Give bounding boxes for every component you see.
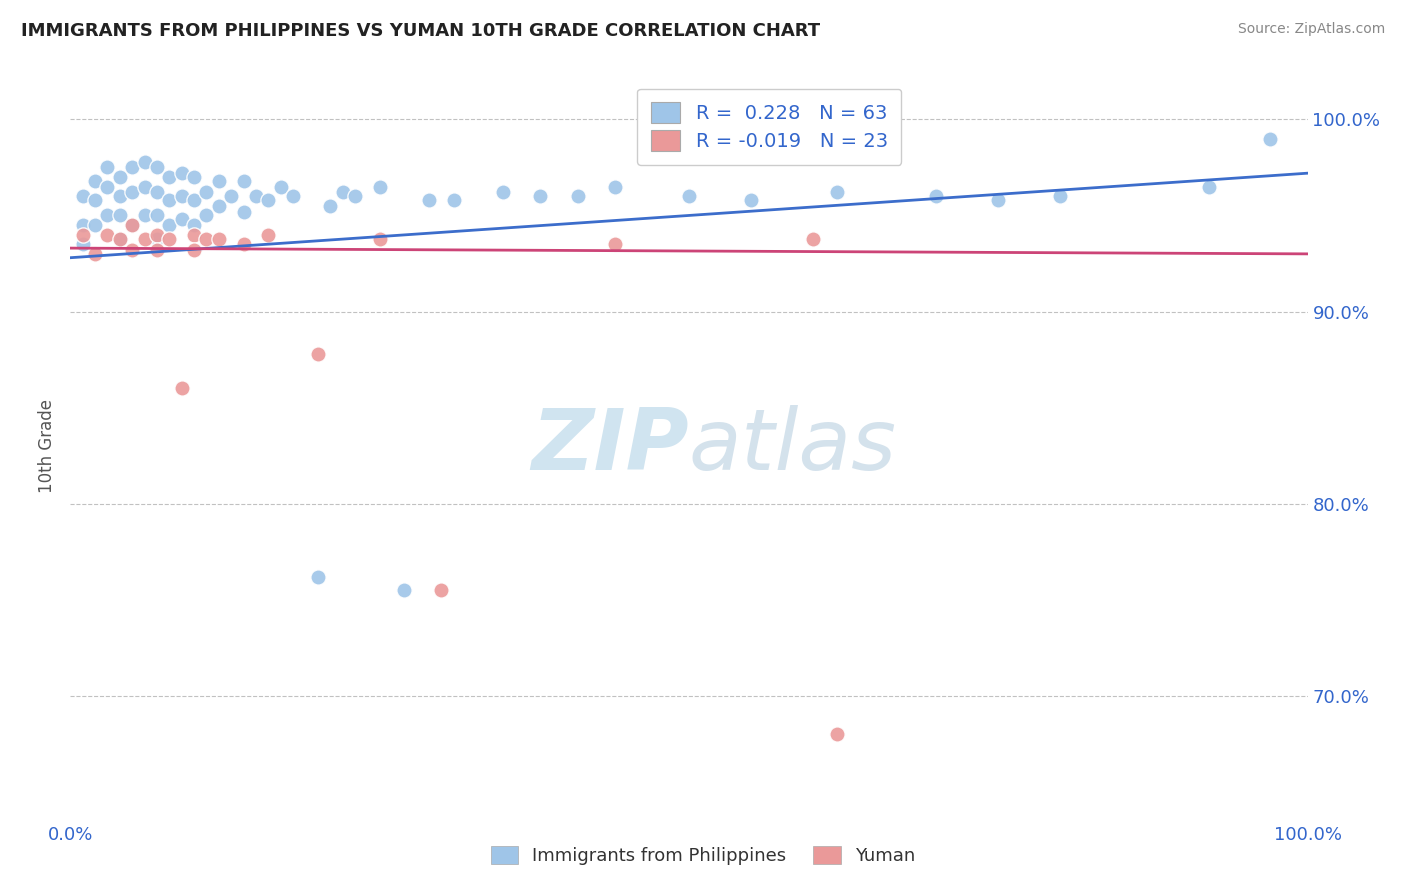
Point bbox=[603, 237, 626, 252]
Point bbox=[270, 179, 292, 194]
Point bbox=[195, 209, 218, 223]
Point bbox=[84, 218, 107, 232]
Point bbox=[108, 189, 131, 203]
Point bbox=[96, 179, 118, 194]
Point bbox=[183, 169, 205, 184]
Point bbox=[257, 193, 280, 207]
Point bbox=[146, 231, 169, 245]
Point bbox=[157, 169, 180, 184]
Text: Source: ZipAtlas.com: Source: ZipAtlas.com bbox=[1237, 22, 1385, 37]
Point bbox=[394, 583, 416, 598]
Point bbox=[183, 218, 205, 232]
Point bbox=[146, 243, 169, 257]
Point bbox=[84, 247, 107, 261]
Legend: Immigrants from Philippines, Yuman: Immigrants from Philippines, Yuman bbox=[482, 837, 924, 874]
Text: IMMIGRANTS FROM PHILIPPINES VS YUMAN 10TH GRADE CORRELATION CHART: IMMIGRANTS FROM PHILIPPINES VS YUMAN 10T… bbox=[21, 22, 820, 40]
Point bbox=[72, 189, 94, 203]
Point bbox=[170, 381, 193, 395]
Point bbox=[219, 189, 242, 203]
Point bbox=[567, 189, 589, 203]
Point bbox=[443, 193, 465, 207]
Point bbox=[257, 227, 280, 242]
Point bbox=[121, 243, 143, 257]
Point bbox=[1260, 131, 1282, 145]
Point bbox=[492, 186, 515, 200]
Point bbox=[925, 189, 948, 203]
Point bbox=[121, 218, 143, 232]
Point bbox=[108, 209, 131, 223]
Point bbox=[208, 231, 231, 245]
Point bbox=[170, 166, 193, 180]
Point bbox=[801, 231, 824, 245]
Point bbox=[121, 186, 143, 200]
Text: atlas: atlas bbox=[689, 404, 897, 488]
Point bbox=[84, 193, 107, 207]
Point bbox=[232, 237, 254, 252]
Point bbox=[72, 218, 94, 232]
Point bbox=[96, 209, 118, 223]
Point bbox=[232, 204, 254, 219]
Point bbox=[208, 199, 231, 213]
Point bbox=[170, 189, 193, 203]
Y-axis label: 10th Grade: 10th Grade bbox=[38, 399, 56, 493]
Point bbox=[332, 186, 354, 200]
Point bbox=[157, 218, 180, 232]
Point bbox=[307, 347, 329, 361]
Point bbox=[343, 189, 366, 203]
Point bbox=[96, 227, 118, 242]
Point bbox=[157, 193, 180, 207]
Point bbox=[134, 209, 156, 223]
Point bbox=[603, 179, 626, 194]
Point bbox=[307, 569, 329, 583]
Point bbox=[134, 154, 156, 169]
Point bbox=[146, 161, 169, 175]
Point bbox=[1198, 179, 1220, 194]
Point bbox=[96, 161, 118, 175]
Point bbox=[281, 189, 304, 203]
Point bbox=[146, 227, 169, 242]
Point bbox=[987, 193, 1010, 207]
Point bbox=[195, 231, 218, 245]
Point bbox=[195, 186, 218, 200]
Point bbox=[146, 209, 169, 223]
Point bbox=[529, 189, 551, 203]
Legend: R =  0.228   N = 63, R = -0.019   N = 23: R = 0.228 N = 63, R = -0.019 N = 23 bbox=[637, 88, 901, 165]
Point bbox=[232, 174, 254, 188]
Point bbox=[183, 193, 205, 207]
Point bbox=[108, 231, 131, 245]
Point bbox=[146, 186, 169, 200]
Point bbox=[170, 212, 193, 227]
Point bbox=[121, 218, 143, 232]
Point bbox=[319, 199, 342, 213]
Point bbox=[1049, 189, 1071, 203]
Point bbox=[72, 227, 94, 242]
Point bbox=[108, 169, 131, 184]
Point bbox=[368, 231, 391, 245]
Point bbox=[157, 231, 180, 245]
Point bbox=[183, 243, 205, 257]
Point bbox=[108, 231, 131, 245]
Point bbox=[430, 583, 453, 598]
Point bbox=[84, 174, 107, 188]
Point bbox=[134, 231, 156, 245]
Point bbox=[183, 227, 205, 242]
Point bbox=[827, 186, 849, 200]
Point bbox=[245, 189, 267, 203]
Point bbox=[740, 193, 762, 207]
Point bbox=[72, 237, 94, 252]
Point bbox=[368, 179, 391, 194]
Text: ZIP: ZIP bbox=[531, 404, 689, 488]
Point bbox=[121, 161, 143, 175]
Point bbox=[134, 179, 156, 194]
Point bbox=[418, 193, 440, 207]
Point bbox=[827, 727, 849, 741]
Point bbox=[678, 189, 700, 203]
Point bbox=[208, 174, 231, 188]
